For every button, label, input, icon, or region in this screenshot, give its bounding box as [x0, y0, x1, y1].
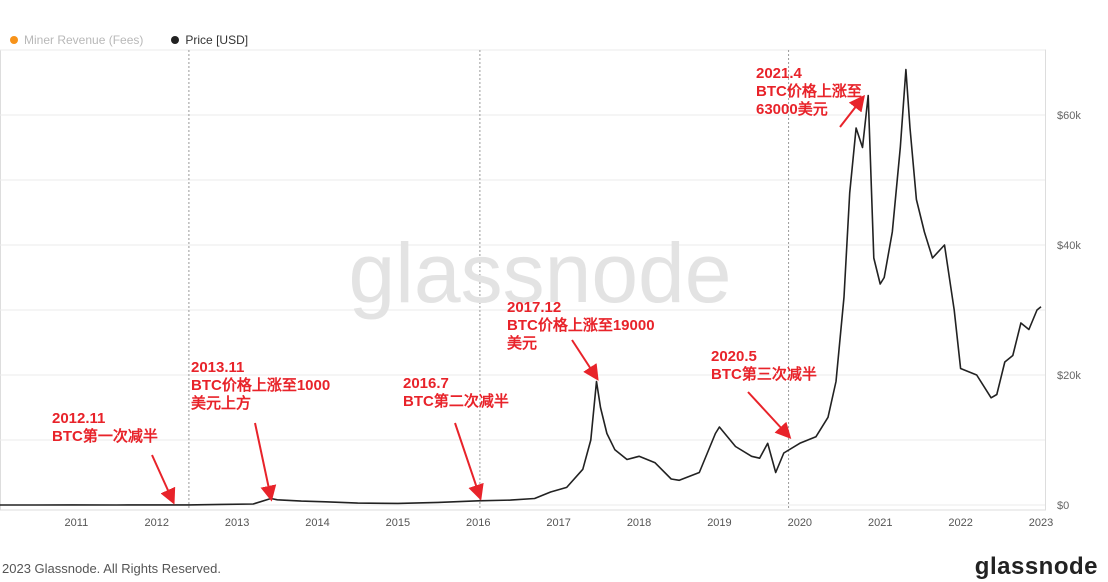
x-tick-label: 2013: [225, 517, 249, 529]
annotation-text: BTC价格上涨至19000: [507, 316, 655, 334]
annotation-text: 2016.7: [403, 375, 449, 392]
annotation-text: BTC第三次减半: [711, 365, 817, 383]
annotation-text: BTC价格上涨至: [756, 82, 862, 100]
x-tick-label: 2019: [707, 517, 731, 529]
series-line-price: [0, 68, 1042, 506]
y-tick-label: $60k: [1057, 110, 1081, 122]
annotation-text: 美元: [507, 334, 537, 352]
annotation-text: 美元上方: [191, 394, 251, 412]
x-axis-ticks: 2011 2012 2013 2014 2015 2016 2017 2018 2019 2020…: [65, 517, 1054, 529]
annotation-text: 2012.11: [52, 410, 105, 427]
y-tick-label: $20k: [1057, 370, 1081, 382]
x-tick-label: 2016: [466, 517, 490, 529]
x-tick-label: 2015: [386, 517, 410, 529]
x-tick-label: 2021: [868, 517, 892, 529]
legend-item-price[interactable]: Price [USD]: [171, 33, 248, 47]
legend-label: Price [USD]: [185, 33, 249, 47]
legend-dot-icon: [171, 36, 180, 44]
glassnode-logo[interactable]: glassnode: [974, 553, 1098, 580]
x-tick-label: 2011: [65, 517, 89, 529]
y-tick-label: $40k: [1057, 240, 1081, 252]
x-tick-label: 2014: [305, 517, 329, 529]
annotation-arrow: [454, 422, 484, 501]
legend-label: Miner Revenue (Fees): [24, 33, 144, 47]
annotation-text: BTC第一次减半: [52, 427, 158, 445]
series-layer: [0, 68, 1042, 506]
legend-dot-icon: [10, 36, 18, 44]
x-tick-label: 2017: [546, 517, 570, 529]
annotation-text: 2021.4: [756, 65, 803, 82]
annotation-arrow: [254, 422, 277, 502]
x-tick-label: 2022: [948, 517, 972, 529]
annotation-text: 2013.11: [191, 359, 244, 376]
y-tick-label: $0: [1057, 500, 1069, 512]
annotation-arrow: [839, 94, 865, 128]
legend: Miner Revenue (Fees) Price [USD]: [10, 33, 248, 47]
annotation-arrow: [747, 391, 792, 439]
annotation-text: 63000美元: [756, 100, 828, 118]
y-axis-ticks: $0 $20k $40k $60k: [1057, 110, 1081, 512]
copyright-text: 2023 Glassnode. All Rights Reserved.: [2, 561, 221, 576]
x-tick-label: 2023: [1029, 517, 1053, 529]
annotation-arrow: [571, 339, 599, 381]
x-tick-label: 2020: [788, 517, 812, 529]
watermark: glassnode: [349, 226, 732, 320]
annotation-text: BTC价格上涨至1000: [191, 376, 330, 394]
annotations-layer: 2012.11BTC第一次减半2013.11BTC价格上涨至1000美元上方20…: [52, 65, 865, 505]
x-tick-label: 2012: [145, 517, 169, 529]
annotation-text: BTC第二次减半: [403, 392, 509, 410]
annotation-arrow: [151, 454, 176, 505]
halving-lines: [188, 50, 790, 510]
x-tick-label: 2018: [627, 517, 651, 529]
annotation-text: 2020.5: [711, 348, 757, 365]
legend-item-fees[interactable]: Miner Revenue (Fees): [10, 33, 143, 47]
annotation-text: 2017.12: [507, 299, 561, 316]
